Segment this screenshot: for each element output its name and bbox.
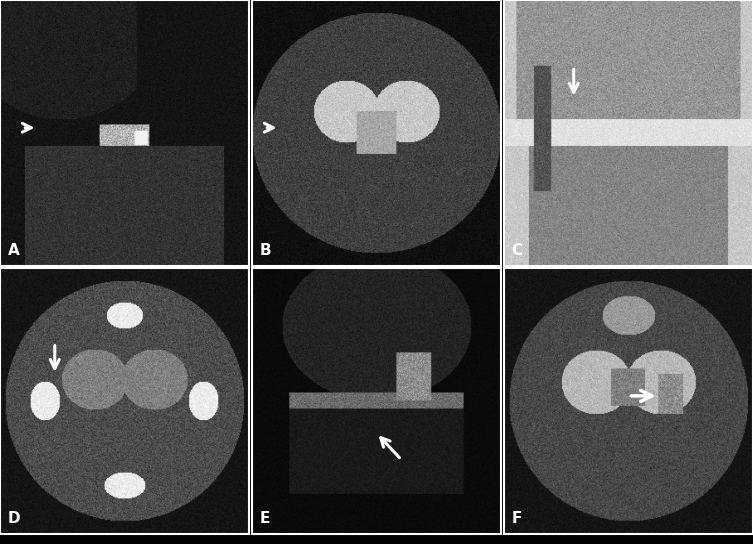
Text: E: E [260,511,270,526]
Text: D: D [8,511,20,526]
Text: A: A [8,243,20,258]
Text: C: C [511,243,523,258]
Text: F: F [511,511,522,526]
Text: B: B [260,243,271,258]
